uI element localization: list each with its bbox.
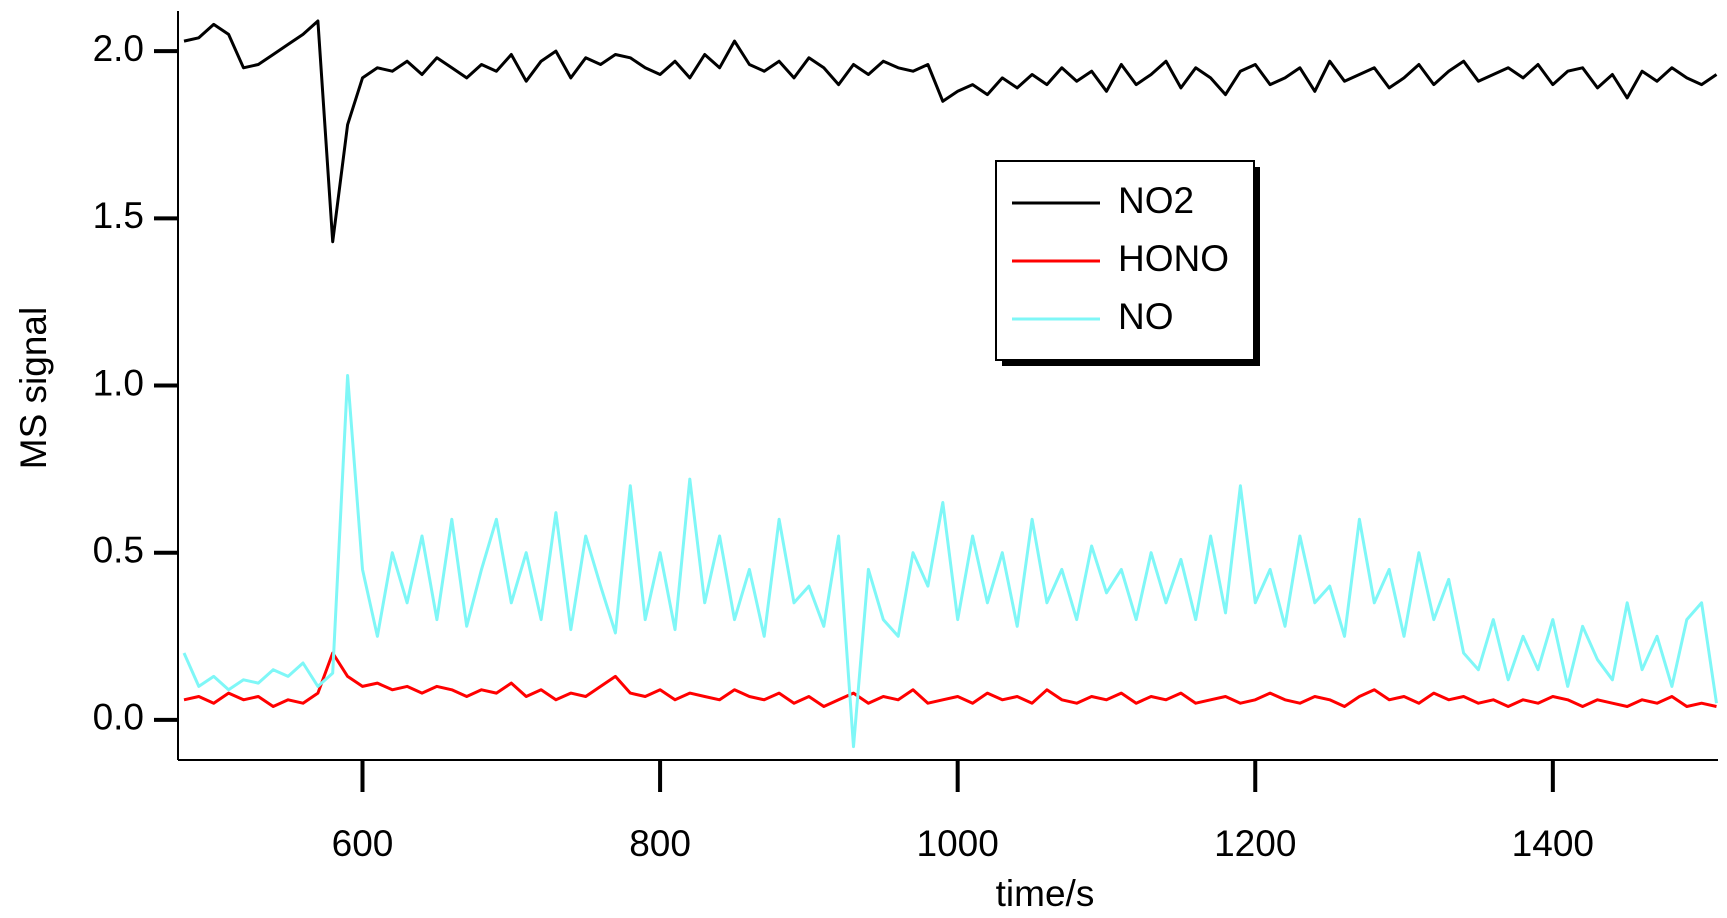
- y-axis-title: MS signal: [13, 307, 54, 469]
- y-tick-label: 2.0: [93, 28, 144, 69]
- x-tick-label: 1400: [1512, 823, 1594, 864]
- y-tick-label: 0.5: [93, 529, 144, 570]
- y-tick-label: 1.5: [93, 195, 144, 236]
- legend-label: HONO: [1118, 238, 1229, 279]
- y-tick-label: 1.0: [93, 362, 144, 403]
- series-line: [182, 374, 1718, 749]
- x-tick-label: 1200: [1214, 823, 1296, 864]
- series-line: [183, 651, 1717, 708]
- series-line: [183, 19, 1718, 244]
- x-tick-label: 800: [629, 823, 691, 864]
- x-tick-label: 1000: [917, 823, 999, 864]
- x-axis-title: time/s: [996, 873, 1095, 914]
- y-tick-label: 0.0: [93, 697, 144, 738]
- legend-label: NO2: [1118, 180, 1194, 221]
- legend-label: NO: [1118, 296, 1174, 337]
- x-tick-label: 600: [332, 823, 394, 864]
